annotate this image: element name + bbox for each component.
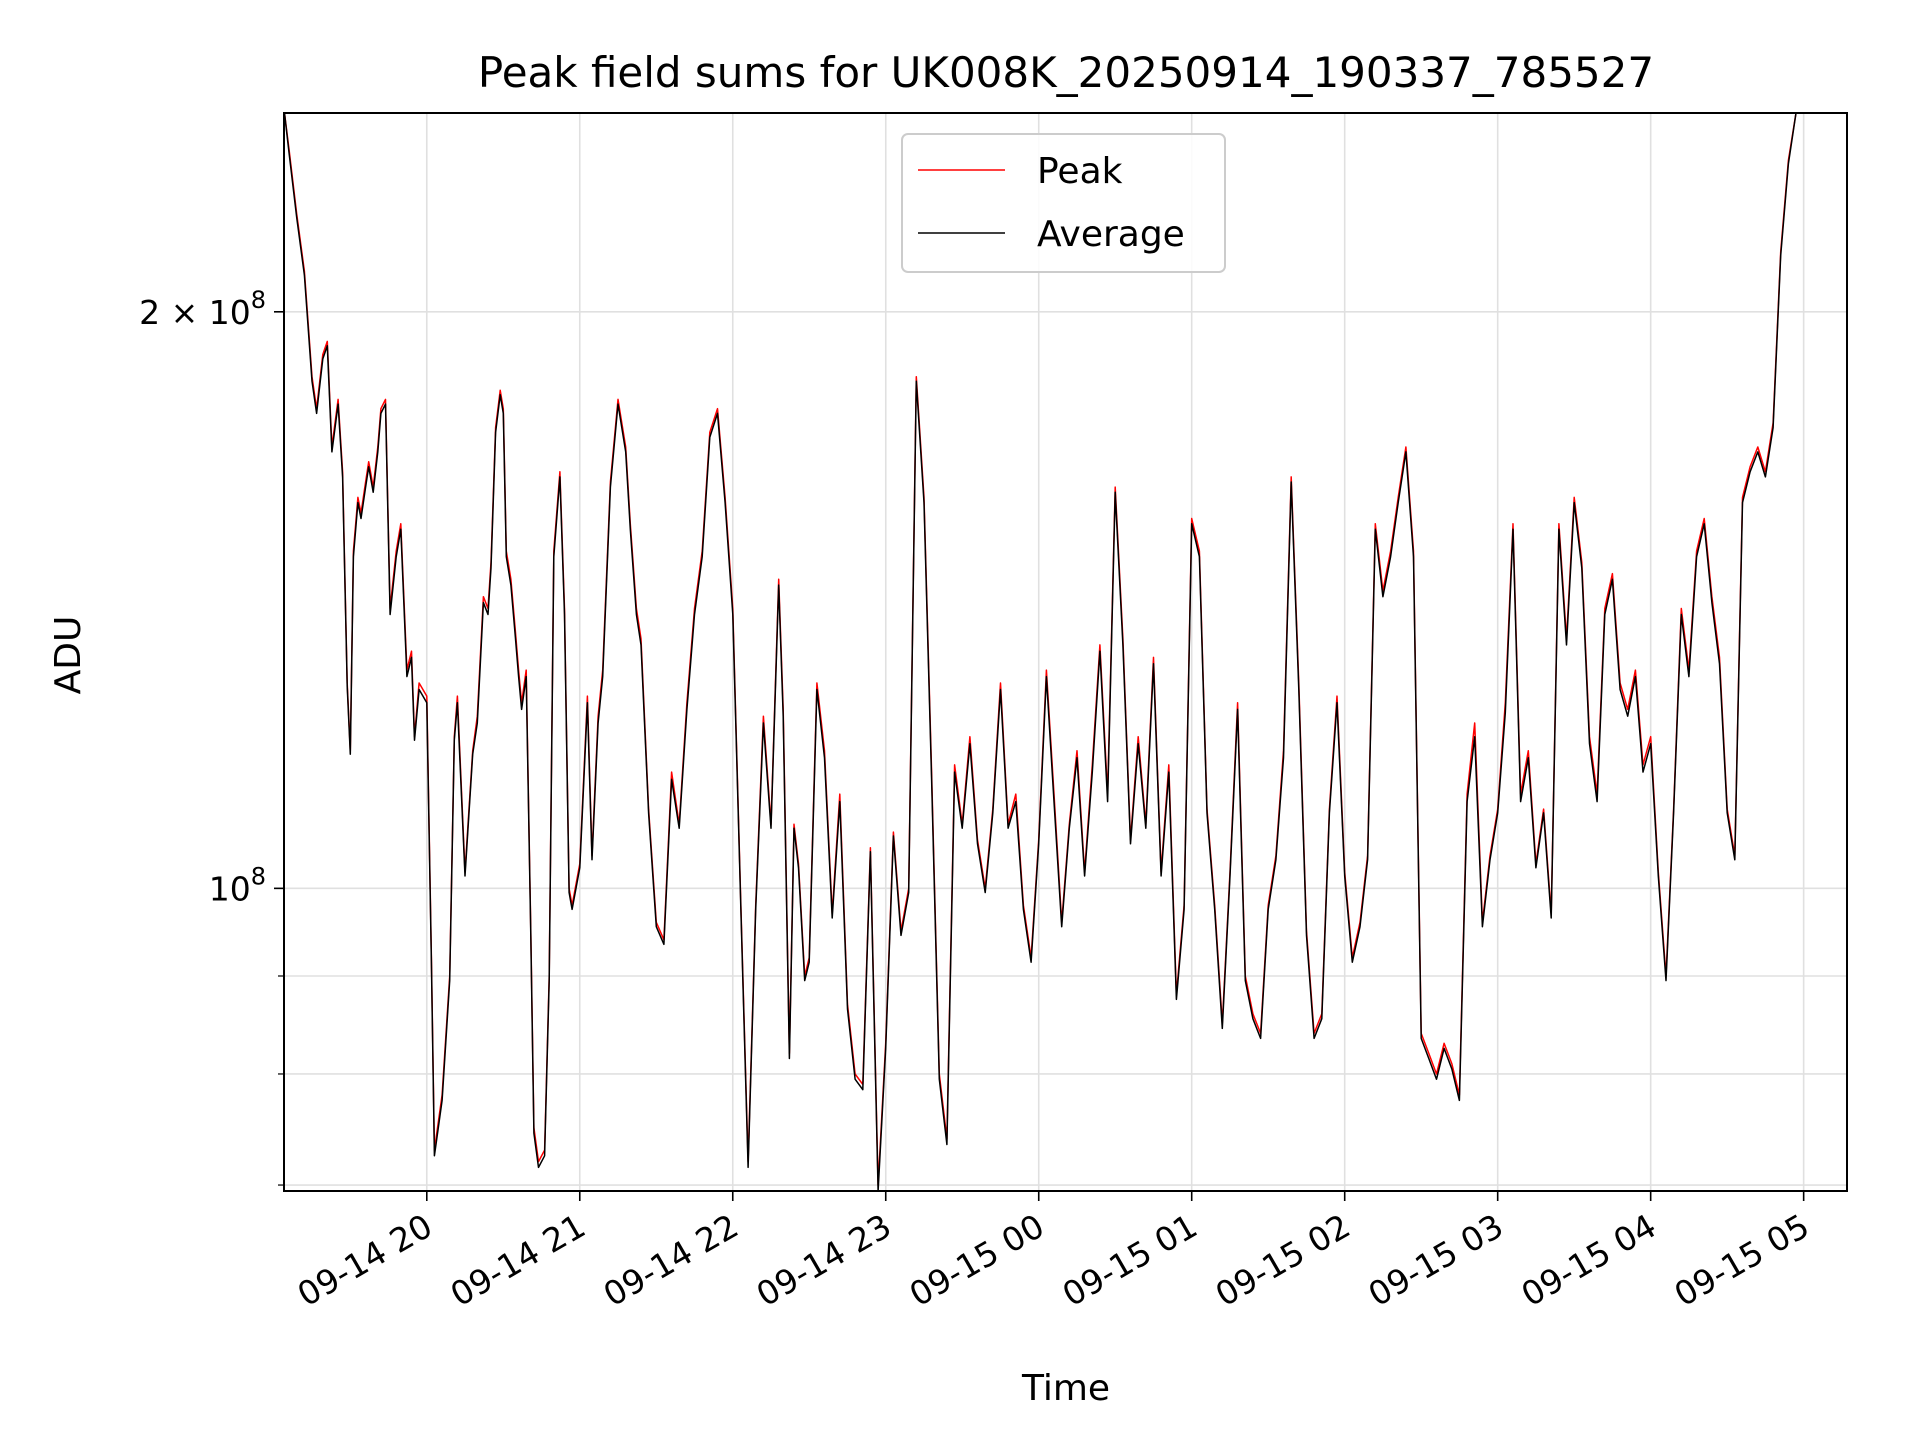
series-line-average <box>284 113 1804 1191</box>
x-axis: 09-14 20 09-14 21 09-14 22 09-14 23 09-15 00… <box>291 1191 1816 1314</box>
x-tick-label: 09-14 20 <box>291 1206 439 1314</box>
x-tick-label: 09-15 00 <box>903 1206 1051 1314</box>
x-tick-label: 09-14 22 <box>597 1206 745 1314</box>
x-tick-label: 09-14 23 <box>750 1206 898 1314</box>
legend-box <box>901 133 1226 273</box>
chart-title: Peak field sums for UK008K_20250914_1903… <box>478 48 1654 97</box>
legend-label-peak: Peak <box>1037 151 1123 192</box>
y-axis-label: ADU <box>48 616 89 695</box>
x-axis-label: Time <box>1021 1368 1110 1409</box>
y-tick-label: 108 <box>209 862 266 908</box>
y-axis: 2 × 108 108 <box>139 286 284 1186</box>
grid <box>284 113 1847 1191</box>
plot-area-frame <box>283 112 1848 1192</box>
x-tick-label: 09-15 03 <box>1362 1206 1510 1314</box>
y-tick-label: 2 × 108 <box>139 286 266 332</box>
x-tick-label: 09-15 02 <box>1209 1206 1357 1314</box>
series-lines <box>284 113 1804 1191</box>
x-tick-label: 09-15 05 <box>1668 1206 1816 1314</box>
series-line-peak <box>284 113 1804 1186</box>
x-tick-label: 09-14 21 <box>444 1206 592 1314</box>
legend-label-average: Average <box>1037 214 1185 255</box>
x-tick-label: 09-15 01 <box>1056 1206 1204 1314</box>
legend: Peak Average <box>901 133 1226 273</box>
x-tick-label: 09-15 04 <box>1515 1206 1663 1314</box>
